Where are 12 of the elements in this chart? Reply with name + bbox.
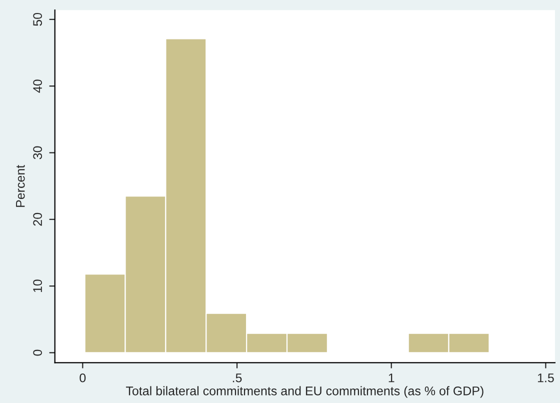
y-tick-label: 20 bbox=[33, 212, 42, 226]
x-axis-title: Total bilateral commitments and EU commitments (as % of GDP) bbox=[126, 386, 484, 398]
y-tick-label: 40 bbox=[33, 80, 42, 93]
y-tick-label: 50 bbox=[33, 12, 42, 26]
x-tick-label: 1 bbox=[388, 374, 394, 382]
x-tick-label: 1.5 bbox=[538, 374, 554, 382]
x-tick-label: .5 bbox=[232, 374, 242, 382]
y-tick-label: 30 bbox=[33, 146, 42, 160]
y-tick-label: 0 bbox=[33, 350, 42, 356]
y-axis-title: Percent bbox=[16, 164, 25, 207]
y-tick-label: 10 bbox=[33, 280, 42, 292]
x-tick-label: 0 bbox=[80, 373, 86, 382]
